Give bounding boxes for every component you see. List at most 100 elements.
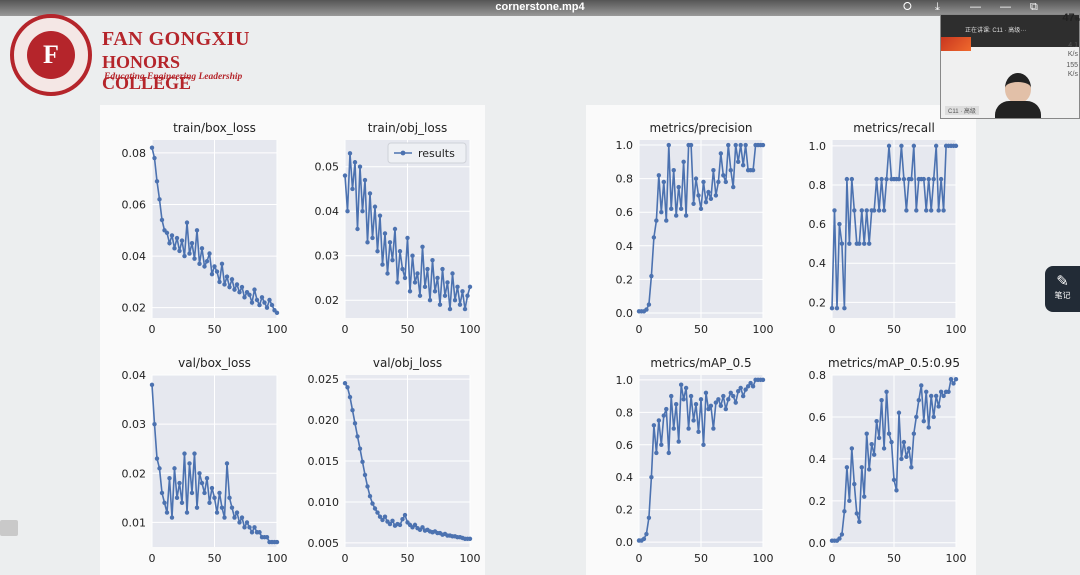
logo-line1: FAN GONGXIU: [102, 28, 250, 50]
data-point: [342, 173, 348, 178]
data-point: [706, 189, 711, 195]
y-tick-label: 0.6: [616, 439, 634, 452]
data-point: [420, 244, 425, 249]
data-point: [162, 500, 167, 505]
chart-title: train/box_loss: [173, 121, 256, 135]
data-point: [876, 208, 882, 213]
data-point: [267, 297, 272, 303]
data-point: [916, 397, 921, 403]
data-point: [654, 450, 659, 456]
x-tick-label: 100: [946, 552, 967, 565]
data-point: [726, 142, 731, 148]
x-tick-label: 50: [208, 552, 222, 565]
data-point: [750, 168, 756, 173]
data-point: [219, 261, 225, 267]
data-point: [192, 256, 197, 261]
y-tick-label: 0.05: [315, 161, 340, 174]
data-point: [427, 298, 433, 303]
data-point: [669, 393, 674, 399]
data-point: [871, 452, 877, 457]
presenter-head: [1005, 73, 1031, 103]
data-point: [229, 505, 235, 510]
data-point: [644, 531, 649, 537]
sidebar-toggle-icon[interactable]: [0, 520, 18, 536]
data-point: [460, 289, 465, 294]
data-point: [750, 384, 756, 389]
data-point: [867, 241, 872, 246]
data-point: [666, 450, 671, 456]
data-point: [400, 516, 405, 522]
chart-title: metrics/precision: [649, 121, 752, 135]
data-point: [164, 510, 170, 515]
data-point: [854, 511, 859, 516]
restore-icon[interactable]: ⧉: [1030, 1, 1038, 13]
y-tick-label: 0.04: [315, 205, 340, 218]
data-point: [849, 446, 855, 451]
share-icon[interactable]: ⭘: [903, 1, 912, 13]
x-tick-label: 0: [149, 323, 156, 336]
data-point: [676, 439, 681, 444]
data-point: [387, 240, 393, 245]
data-point: [664, 218, 669, 223]
data-point: [244, 520, 250, 525]
data-point: [929, 393, 934, 399]
data-point: [372, 506, 378, 511]
data-point: [938, 176, 944, 182]
data-point: [172, 246, 177, 251]
data-point: [683, 213, 689, 218]
data-point: [347, 394, 353, 400]
data-point: [876, 435, 882, 441]
data-point: [402, 275, 408, 281]
data-point: [362, 177, 368, 183]
data-point: [209, 485, 215, 491]
data-point: [703, 199, 709, 205]
data-point: [342, 380, 348, 386]
data-point: [743, 387, 748, 392]
data-point: [931, 414, 936, 420]
data-point: [214, 269, 220, 274]
y-tick-label: 0.8: [616, 406, 634, 419]
y-tick-label: 0.020: [308, 414, 340, 427]
data-point: [896, 410, 902, 415]
x-tick-label: 50: [887, 323, 901, 336]
notes-button[interactable]: ✎ 笔记: [1045, 266, 1080, 312]
data-point: [941, 208, 946, 213]
x-tick-label: 0: [829, 552, 836, 565]
y-tick-label: 0.2: [616, 273, 634, 286]
data-point: [212, 495, 217, 501]
x-tick-label: 50: [208, 323, 222, 336]
x-tick-label: 100: [267, 552, 288, 565]
data-point: [681, 397, 686, 402]
data-point: [708, 403, 714, 409]
data-point: [733, 400, 738, 405]
minimize-icon[interactable]: —: [1000, 1, 1011, 13]
data-point: [924, 389, 929, 394]
data-point: [372, 204, 378, 209]
data-point: [410, 253, 415, 258]
data-point: [355, 434, 360, 439]
data-point: [207, 500, 212, 505]
data-point: [921, 418, 926, 424]
y-tick-label: 0.8: [809, 369, 827, 382]
download-icon[interactable]: ⤓: [935, 1, 940, 13]
data-point: [214, 510, 220, 515]
data-point: [377, 213, 383, 218]
data-point: [716, 397, 721, 402]
data-point: [264, 534, 270, 540]
data-point: [842, 509, 847, 514]
y-tick-label: 0.01: [122, 516, 147, 529]
data-point: [698, 206, 704, 212]
data-point: [219, 505, 225, 510]
data-point: [352, 160, 358, 165]
data-point: [666, 142, 671, 148]
data-point: [899, 143, 904, 149]
data-point: [837, 536, 842, 541]
minimize-icon[interactable]: —: [970, 1, 981, 13]
data-point: [194, 505, 200, 510]
data-point: [370, 235, 375, 241]
y-tick-label: 0.0: [616, 307, 634, 320]
y-tick-label: 1.0: [616, 139, 634, 152]
data-point: [367, 191, 373, 196]
data-point: [760, 142, 766, 148]
data-point: [671, 168, 676, 173]
